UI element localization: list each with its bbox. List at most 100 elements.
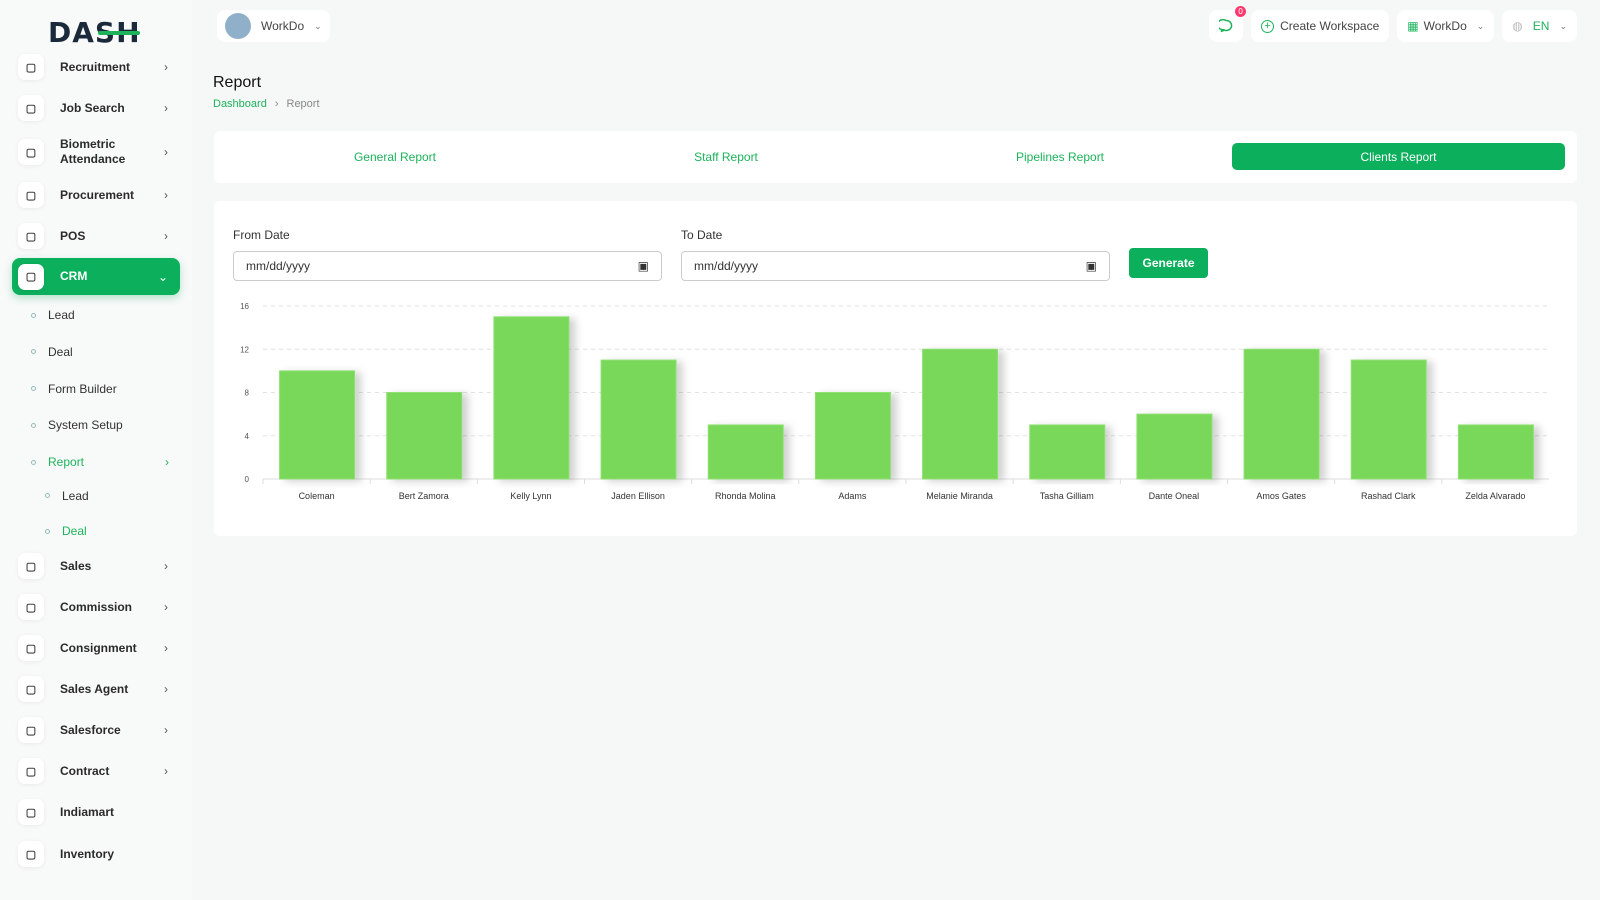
sub-item-label: Deal [62, 524, 87, 539]
sidebar-item-sales[interactable]: ▢ Sales › [12, 551, 180, 581]
x-tick-label: Kelly Lynn [510, 491, 551, 501]
language-label: EN [1532, 19, 1550, 33]
calculator-icon: ▢ [18, 594, 44, 620]
apps-icon: ▦ [1407, 19, 1419, 33]
sidebar-item-label: Contract [60, 763, 110, 778]
calendar-icon[interactable]: ▣ [637, 259, 649, 273]
sub-item-label: Lead [48, 308, 75, 323]
dash-logo[interactable]: DASH [48, 16, 141, 49]
chevron-right-icon: › [164, 764, 168, 778]
bar[interactable] [1350, 359, 1427, 480]
crm-sub-deal[interactable]: Deal [31, 345, 73, 359]
y-tick-label: 4 [245, 432, 250, 441]
user-plus-icon: ▢ [18, 54, 44, 80]
calendar-icon[interactable]: ▣ [1085, 259, 1097, 273]
x-tick-label: Bert Zamora [399, 491, 449, 501]
report-sub-deal[interactable]: Deal [45, 524, 87, 538]
plus-circle-icon: + [1261, 19, 1275, 33]
chevron-down-icon: ⌄ [157, 269, 168, 284]
tab-general-report[interactable]: General Report [353, 149, 437, 164]
sidebar-item-procurement[interactable]: ▢ Procurement › [12, 180, 180, 210]
sidebar-item-contract[interactable]: ▢ Contract › [12, 756, 180, 786]
workspace-name: WorkDo [261, 19, 305, 33]
from-date-input[interactable]: mm/dd/yyyy ▣ [233, 251, 662, 281]
chevron-right-icon: › [164, 188, 168, 202]
create-workspace-button[interactable]: + Create Workspace [1251, 10, 1390, 42]
breadcrumb-dashboard[interactable]: Dashboard [213, 98, 267, 110]
sidebar-item-indiamart[interactable]: ▢ Indiamart [12, 797, 180, 827]
tab-staff-report[interactable]: Staff Report [694, 149, 758, 164]
file-icon: ▢ [18, 841, 44, 867]
truck-icon: ▢ [18, 635, 44, 661]
chevron-right-icon: › [164, 60, 168, 74]
sidebar-item-biometric-attendance[interactable]: ▢ Biometric Attendance › [12, 137, 180, 167]
x-tick-label: Adams [838, 491, 867, 501]
bar[interactable] [814, 392, 891, 480]
y-tick-label: 12 [240, 345, 249, 354]
notifications-button[interactable]: 0 [1209, 6, 1247, 42]
chevron-down-icon: ⌄ [314, 20, 322, 31]
list-icon: ▢ [18, 799, 44, 825]
sidebar: DASH ▢ Recruitment › ▢ Job Search › ▢ Biometric… [0, 0, 192, 900]
clients-bar-chart: 0 4 8 12 16 Coleman Bert Zamora Kelly Lynn Jaden… [240, 302, 1549, 501]
language-selector[interactable]: ◍ EN ⌄ [1502, 10, 1577, 42]
tab-pipelines-report[interactable]: Pipelines Report [1015, 149, 1105, 164]
chevron-right-icon: › [165, 455, 169, 470]
sidebar-item-consignment[interactable]: ▢ Consignment › [12, 633, 180, 663]
sidebar-item-job-search[interactable]: ▢ Job Search › [12, 93, 180, 123]
bullet-icon [31, 459, 36, 465]
sidebar-item-inventory[interactable]: ▢ Inventory [12, 839, 180, 869]
file-search-icon: ▢ [18, 95, 44, 121]
bar[interactable] [1243, 348, 1320, 480]
sub-item-label: System Setup [48, 418, 123, 433]
crm-sub-lead[interactable]: Lead [31, 308, 75, 322]
bullet-icon [31, 422, 36, 428]
sidebar-item-crm[interactable]: ▢ CRM ⌄ [12, 258, 180, 295]
grid-icon: ▢ [18, 223, 44, 249]
x-tick-label: Coleman [299, 491, 335, 501]
to-date-label: To Date [681, 228, 723, 242]
chevron-right-icon: › [164, 723, 168, 737]
sidebar-item-label: Procurement [60, 187, 135, 202]
x-tick-label: Rhonda Molina [715, 491, 776, 501]
y-tick-label: 0 [245, 475, 250, 484]
workspace-menu[interactable]: ▦ WorkDo ⌄ [1397, 10, 1495, 42]
generate-button[interactable]: Generate [1129, 248, 1208, 278]
to-date-input[interactable]: mm/dd/yyyy ▣ [681, 251, 1110, 281]
x-tick-label: Melanie Miranda [926, 491, 993, 501]
bar[interactable] [1136, 413, 1213, 480]
sidebar-item-sales-agent[interactable]: ▢ Sales Agent › [12, 674, 180, 704]
chevron-right-icon: › [164, 229, 168, 243]
header-actions: 0 + Create Workspace ▦ WorkDo ⌄ ◍ EN ⌄ [1209, 6, 1577, 42]
y-tick-label: 8 [245, 389, 250, 398]
chevron-right-icon: › [164, 559, 168, 573]
contract-icon: ▢ [18, 758, 44, 784]
x-tick-label: Tasha Gilliam [1040, 491, 1094, 501]
file-icon: ▢ [18, 553, 44, 579]
bar[interactable] [279, 370, 356, 480]
bar[interactable] [707, 424, 784, 480]
crm-sub-form-builder[interactable]: Form Builder [31, 382, 117, 396]
sidebar-item-pos[interactable]: ▢ POS › [12, 221, 180, 251]
bar[interactable] [493, 316, 570, 480]
chevron-right-icon: › [274, 98, 279, 110]
sidebar-item-label: Salesforce [60, 722, 121, 737]
bar[interactable] [600, 359, 677, 480]
crm-sub-system-setup[interactable]: System Setup [31, 418, 123, 432]
crm-sub-report[interactable]: Report › [31, 455, 169, 469]
report-sub-lead[interactable]: Lead [45, 489, 89, 503]
sidebar-item-salesforce[interactable]: ▢ Salesforce › [12, 715, 180, 745]
bar[interactable] [1457, 424, 1534, 480]
chevron-right-icon: › [164, 145, 168, 159]
bar[interactable] [386, 392, 463, 480]
sidebar-item-recruitment[interactable]: ▢ Recruitment › [12, 52, 180, 82]
x-tick-label: Jaden Ellison [611, 491, 665, 501]
bar[interactable] [1029, 424, 1106, 480]
workspace-switcher[interactable]: WorkDo ⌄ [217, 10, 330, 42]
sidebar-item-commission[interactable]: ▢ Commission › [12, 592, 180, 622]
thumbs-up-icon: ▢ [18, 717, 44, 743]
workspace-avatar [225, 13, 251, 39]
tab-clients-report[interactable]: Clients Report [1232, 143, 1565, 170]
bar[interactable] [922, 348, 999, 480]
user-check-icon: ▢ [18, 676, 44, 702]
